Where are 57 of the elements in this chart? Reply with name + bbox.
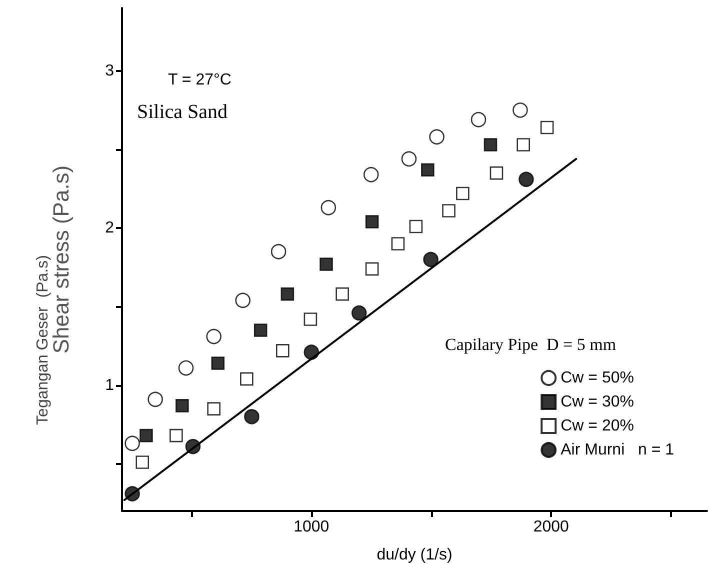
point (176, 399, 189, 412)
y-tick-label: 1 (105, 376, 114, 394)
point (484, 138, 498, 152)
point (254, 324, 268, 337)
point (518, 172, 534, 187)
point (490, 166, 504, 180)
point (148, 392, 163, 408)
annotation: Silica Sand (137, 101, 228, 123)
point (429, 129, 444, 145)
point (304, 312, 318, 326)
point (270, 244, 286, 260)
point (456, 186, 470, 200)
point (240, 372, 254, 386)
annotation: T = 27°C (168, 72, 232, 88)
point (401, 151, 417, 167)
point (170, 428, 183, 442)
point (409, 220, 423, 234)
legend-label: Cw = 20% (560, 418, 634, 434)
point (280, 287, 294, 301)
point (304, 344, 320, 360)
x-tick-label: 1000 (294, 518, 330, 536)
point (206, 328, 222, 344)
point (423, 252, 438, 268)
point (136, 456, 150, 469)
point (365, 215, 379, 228)
point (244, 409, 260, 424)
point (320, 258, 333, 271)
point (365, 262, 379, 276)
point (207, 402, 220, 416)
y-tick-label: 3 (105, 62, 114, 80)
point (512, 102, 528, 118)
x-tick-label: 2000 (533, 518, 570, 536)
point (516, 138, 530, 152)
point (185, 438, 201, 454)
point (363, 166, 379, 182)
point (276, 344, 290, 358)
point (124, 486, 140, 502)
legend-label: Cw = 50% (560, 370, 634, 386)
point (540, 120, 554, 134)
point (124, 436, 140, 452)
point (336, 287, 349, 301)
point (421, 163, 434, 177)
point (178, 360, 194, 376)
point (235, 292, 250, 308)
legend-label: Cw = 30% (560, 394, 634, 410)
point (140, 428, 153, 442)
point (442, 204, 456, 218)
point (320, 200, 336, 216)
point (211, 356, 225, 370)
point (391, 237, 405, 250)
x-axis-title: du/dy (1/s) (376, 546, 452, 564)
point (470, 112, 486, 128)
y-tick-label: 2 (105, 220, 114, 237)
text: Tegangan Geser (Pa.s) (34, 255, 52, 425)
point (351, 305, 367, 321)
legend-label: Air Murni n = 1 (560, 442, 674, 458)
legend-title: Capilary Pipe D = 5 mm (445, 335, 616, 354)
